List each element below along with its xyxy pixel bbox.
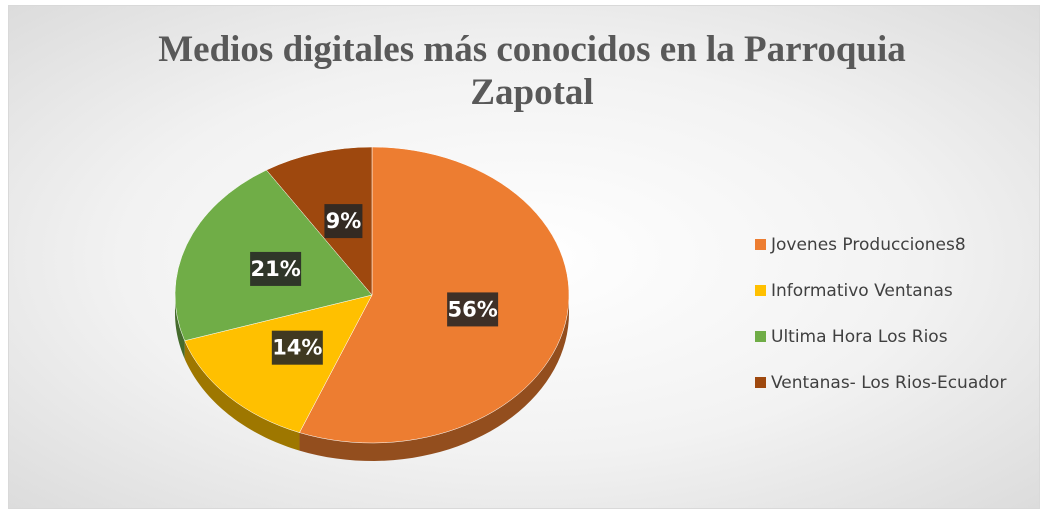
chart-title: Medios digitales más conocidos en la Par… bbox=[158, 29, 906, 113]
data-label: 14% bbox=[272, 336, 322, 360]
legend-swatch bbox=[755, 377, 766, 388]
pie-slice-side bbox=[175, 295, 185, 359]
legend-swatch bbox=[755, 285, 766, 296]
legend-swatch bbox=[755, 331, 766, 342]
legend-label: Ventanas- Los Rios-Ecuador bbox=[771, 373, 1006, 393]
pie-slice-side bbox=[299, 295, 569, 461]
pie-slice bbox=[266, 146, 373, 296]
data-label: 56% bbox=[447, 297, 497, 321]
legend-label: Jovenes Producciones8 bbox=[770, 235, 966, 255]
data-label-box bbox=[250, 251, 302, 286]
legend-label: Ultima Hora Los Rios bbox=[771, 327, 948, 347]
legend-label: Informativo Ventanas bbox=[771, 281, 953, 301]
data-label-box bbox=[447, 292, 499, 327]
pie-slice-side bbox=[184, 340, 300, 451]
pie-slice bbox=[299, 146, 570, 444]
data-label-box bbox=[271, 330, 323, 365]
data-label: 9% bbox=[326, 209, 362, 233]
data-label: 21% bbox=[250, 257, 300, 281]
data-label-box bbox=[324, 204, 363, 239]
legend-swatch bbox=[755, 239, 766, 250]
